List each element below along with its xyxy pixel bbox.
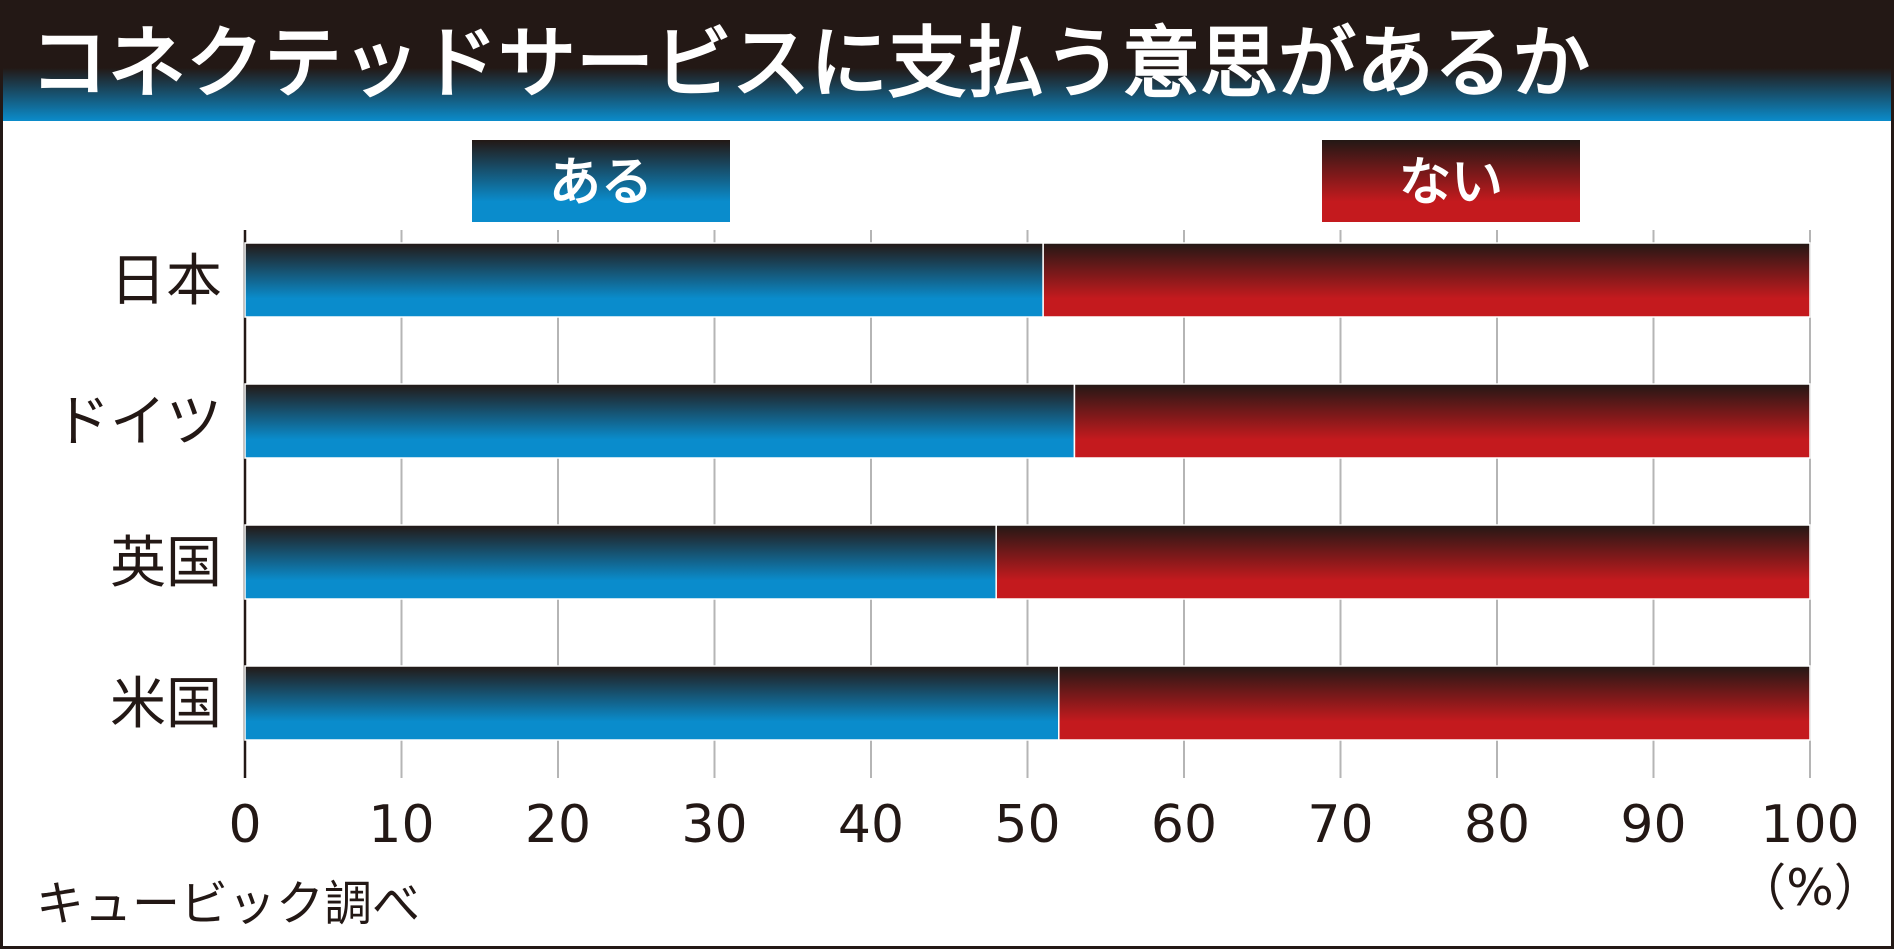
x-tick-label: 0 <box>228 795 261 855</box>
x-tick-label: 100 <box>1760 795 1859 855</box>
x-tick-label: 80 <box>1464 795 1530 855</box>
bar-yes-3 <box>244 665 1060 741</box>
bar-yes-2 <box>244 524 997 600</box>
unit-label: （%） <box>1736 859 1884 917</box>
bar-no-0 <box>1042 242 1811 318</box>
x-tick-label: 60 <box>1151 795 1217 855</box>
legend-label-no: ない <box>1399 153 1503 213</box>
category-label: ドイツ <box>54 390 222 455</box>
bar-no-2 <box>995 524 1811 600</box>
category-label: 米国 <box>110 672 222 737</box>
title-banner <box>3 3 1891 121</box>
x-tick-label: 50 <box>994 795 1060 855</box>
bar-yes-0 <box>244 242 1044 318</box>
category-label: 英国 <box>110 531 222 596</box>
bar-no-3 <box>1058 665 1811 741</box>
category-label: 日本 <box>110 249 222 314</box>
legend: ある ない <box>472 140 1580 222</box>
legend-label-yes: ある <box>549 153 653 213</box>
x-tick-label: 90 <box>1620 795 1686 855</box>
legend-swatch-yes <box>472 140 730 222</box>
x-tick-label: 20 <box>525 795 591 855</box>
x-tick-label: 10 <box>368 795 434 855</box>
x-tick-label: 30 <box>681 795 747 855</box>
source-label: キュービック調べ <box>36 876 420 932</box>
chart-title: コネクテッドサービスに支払う意思があるか <box>30 19 1590 109</box>
x-tick-label: 40 <box>838 795 904 855</box>
bar-no-1 <box>1073 383 1811 459</box>
x-tick-label: 70 <box>1307 795 1373 855</box>
bar-yes-1 <box>244 383 1076 459</box>
bars <box>244 242 1811 741</box>
legend-swatch-no <box>1322 140 1580 222</box>
x-axis-tick-labels: 0 10 20 30 40 50 60 70 80 90 100 <box>228 795 1859 855</box>
